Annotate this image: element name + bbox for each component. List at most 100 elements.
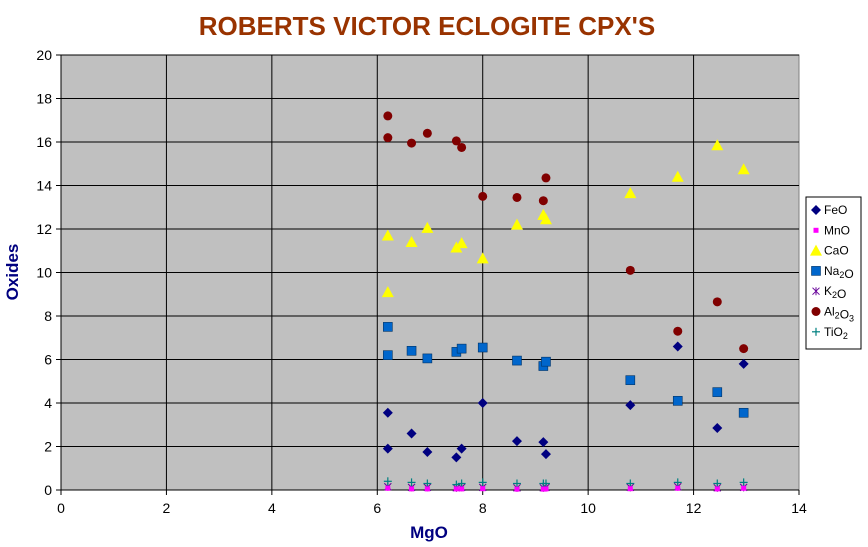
legend-label-cao: CaO (824, 244, 849, 258)
data-point-mno (714, 486, 720, 492)
data-point-na2o (383, 350, 393, 360)
data-point-cao (381, 286, 394, 298)
legend-item-al2o3: Al2O3 (811, 305, 854, 324)
data-point-feo (672, 341, 683, 352)
data-point-na2o (712, 387, 723, 397)
chart-title: ROBERTS VICTOR ECLOGITE CPX'S (199, 11, 655, 41)
legend-marker-al2o3 (811, 307, 821, 316)
x-tick-label: 0 (57, 500, 65, 516)
data-point-tio2 (673, 478, 682, 487)
legend-item-cao: CaO (810, 244, 849, 258)
data-point-cao (737, 163, 750, 175)
data-point-al2o3 (538, 196, 548, 206)
data-point-mno (627, 486, 633, 492)
legend-label-mno: MnO (824, 223, 850, 237)
data-point-al2o3 (478, 191, 488, 201)
data-point-feo (477, 398, 488, 408)
y-tick-label: 12 (36, 221, 52, 237)
data-point-cao (671, 170, 684, 182)
data-point-feo (382, 407, 393, 418)
data-point-mno (459, 486, 465, 492)
data-point-al2o3 (673, 326, 683, 336)
data-point-al2o3 (383, 111, 393, 121)
data-point-feo (538, 437, 549, 448)
data-point-feo (540, 449, 551, 460)
data-point-tio2 (383, 477, 392, 486)
legend-label-al2o3: Al2O3 (824, 305, 854, 324)
y-tick-label: 8 (44, 308, 52, 324)
legend-marker-mno (813, 227, 819, 233)
legend-marker-na2o (811, 266, 821, 276)
y-tick-label: 2 (44, 439, 52, 455)
data-point-mno (675, 485, 681, 491)
legend-item-na2o: Na2O (811, 264, 854, 281)
data-point-na2o (738, 407, 749, 418)
data-point-mno (543, 486, 549, 492)
x-tick-label: 4 (268, 500, 276, 516)
x-tick-label: 8 (479, 500, 487, 516)
legend-marker-k2o (812, 287, 820, 296)
x-tick-label: 14 (791, 500, 807, 516)
y-tick-label: 20 (36, 47, 52, 63)
data-point-al2o3 (451, 136, 461, 146)
y-tick-label: 16 (36, 134, 52, 150)
x-tick-label: 6 (373, 500, 381, 516)
x-tick-label: 10 (580, 500, 596, 516)
data-point-mno (480, 486, 486, 492)
legend-item-mno: MnO (813, 223, 850, 237)
data-point-na2o (477, 342, 488, 353)
data-point-cao (539, 213, 552, 225)
data-point-feo (422, 446, 433, 457)
data-point-al2o3 (422, 128, 432, 138)
y-tick-label: 14 (36, 178, 52, 194)
data-point-na2o (672, 396, 683, 406)
y-tick-label: 4 (44, 395, 52, 411)
data-point-al2o3 (625, 265, 635, 275)
data-point-tio2 (713, 479, 722, 488)
data-point-al2o3 (457, 142, 467, 152)
x-tick-label: 2 (163, 500, 171, 516)
x-tick-label: 12 (686, 500, 702, 516)
x-axis-title: MgO (410, 523, 448, 542)
data-point-al2o3 (541, 173, 551, 183)
data-point-mno (453, 486, 459, 492)
data-point-na2o (406, 345, 417, 356)
data-point-feo (712, 423, 723, 434)
legend-label-na2o: Na2O (824, 264, 854, 281)
data-point-feo (625, 400, 636, 411)
data-point-cao (624, 187, 637, 199)
data-point-tio2 (457, 479, 466, 488)
data-point-al2o3 (712, 297, 722, 307)
y-axis-title: Oxides (3, 244, 22, 301)
legend-label-tio2: TiO2 (824, 325, 848, 341)
data-point-tio2 (626, 479, 635, 488)
legend-label-feo: FeO (824, 203, 847, 217)
data-point-cao (381, 229, 394, 241)
legend-marker-tio2 (812, 327, 820, 336)
data-point-mno (540, 486, 546, 492)
data-point-al2o3 (512, 192, 522, 202)
data-point-na2o (512, 355, 522, 366)
data-point-al2o3 (407, 138, 417, 148)
y-tick-label: 18 (36, 91, 52, 107)
data-point-mno (741, 485, 747, 491)
data-point-tio2 (541, 479, 550, 488)
data-point-na2o (422, 353, 433, 364)
data-point-tio2 (423, 479, 432, 488)
data-point-cao (405, 236, 418, 248)
legend-item-k2o: K2O (812, 284, 846, 301)
data-point-tio2 (739, 478, 748, 487)
data-point-feo (406, 428, 417, 439)
legend-label-k2o: K2O (824, 284, 846, 301)
data-point-cao (421, 221, 434, 233)
data-point-cao (455, 237, 468, 249)
data-point-cao (510, 218, 523, 230)
data-point-tio2 (407, 478, 416, 487)
data-point-na2o (625, 375, 636, 385)
data-point-al2o3 (383, 133, 393, 143)
data-point-feo (456, 443, 467, 454)
data-point-feo (738, 358, 749, 369)
data-point-mno (424, 486, 430, 492)
legend-marker-feo (811, 205, 821, 215)
